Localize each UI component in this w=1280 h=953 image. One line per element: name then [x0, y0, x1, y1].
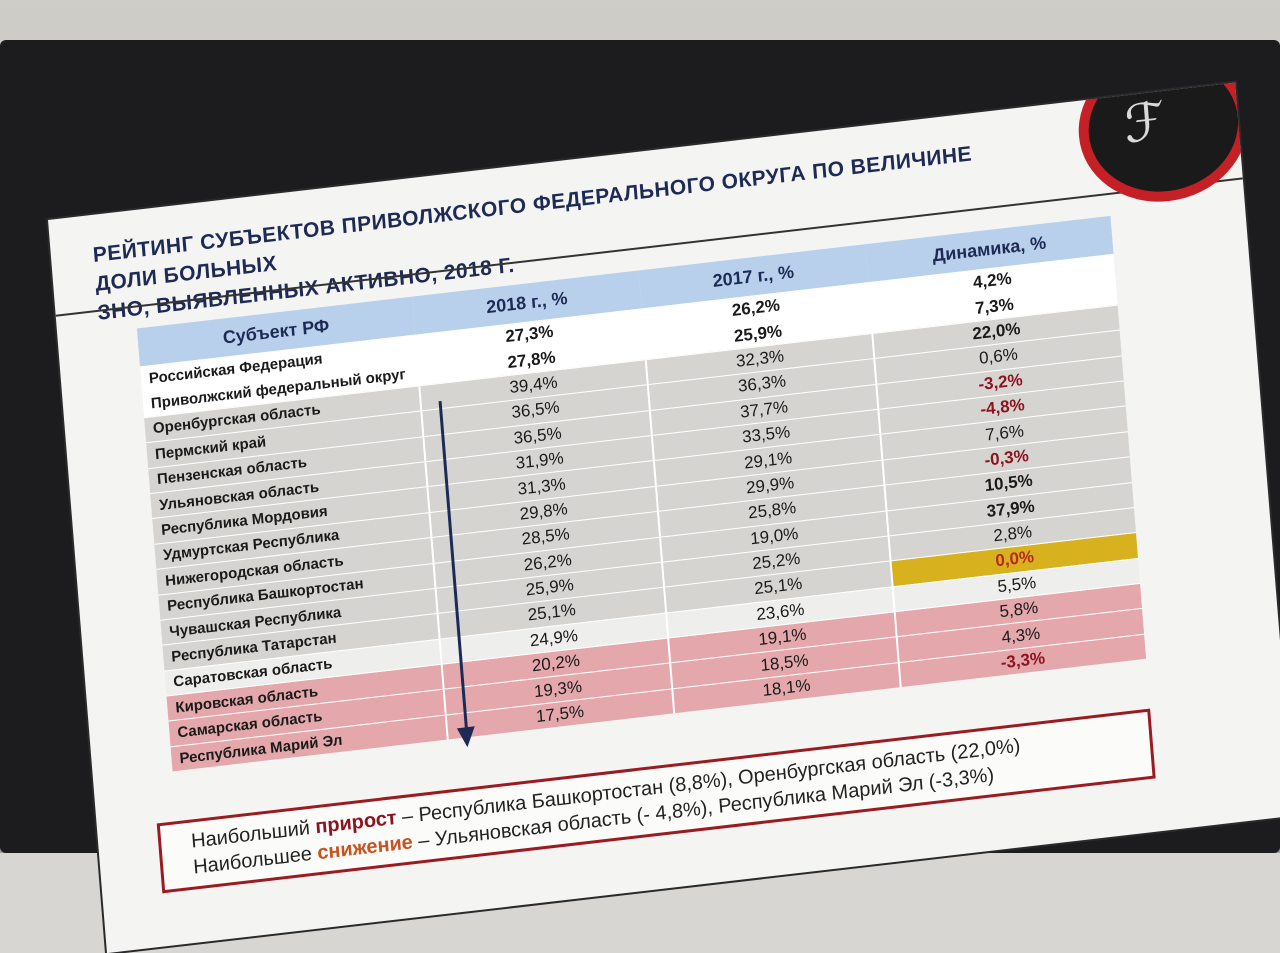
logo-icon: ℱ [1121, 91, 1168, 156]
slide-screen: РЕЙТИНГ СУБЪЕКТОВ ПРИВОЛЖСКОГО ФЕДЕРАЛЬН… [48, 82, 1280, 953]
arrow-head-icon [456, 726, 477, 749]
monitor-bezel: РЕЙТИНГ СУБЪЕКТОВ ПРИВОЛЖСКОГО ФЕДЕРАЛЬН… [0, 40, 1280, 953]
logo: ℱ [1072, 82, 1254, 211]
